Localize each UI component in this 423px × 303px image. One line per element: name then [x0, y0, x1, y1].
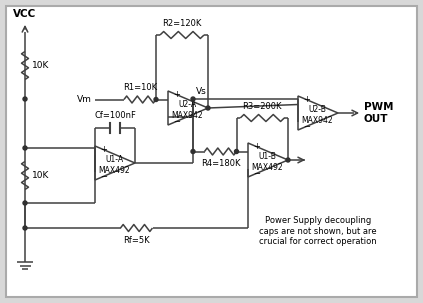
Text: 10K: 10K — [32, 61, 49, 70]
Text: R3=200K: R3=200K — [242, 102, 282, 111]
Circle shape — [191, 149, 195, 154]
Text: U1-B
MAX492: U1-B MAX492 — [251, 152, 283, 172]
Text: U2-B
MAX942: U2-B MAX942 — [301, 105, 333, 125]
Text: −: − — [173, 117, 180, 126]
Text: Rf=5K: Rf=5K — [123, 236, 150, 245]
Text: PWM
OUT: PWM OUT — [364, 102, 393, 124]
Circle shape — [206, 106, 210, 110]
Circle shape — [154, 98, 158, 102]
Circle shape — [23, 97, 27, 101]
Circle shape — [234, 149, 239, 154]
Text: U1-A
MAX492: U1-A MAX492 — [98, 155, 130, 175]
Text: −: − — [100, 172, 107, 181]
Text: 10K: 10K — [32, 171, 49, 180]
Text: +: + — [173, 90, 180, 99]
Circle shape — [23, 226, 27, 230]
Text: R2=120K: R2=120K — [162, 19, 202, 28]
Circle shape — [286, 158, 290, 162]
Text: Power Supply decoupling
caps are not shown, but are
crucial for correct operatio: Power Supply decoupling caps are not sho… — [259, 216, 377, 246]
Text: −: − — [303, 122, 310, 131]
Text: +: + — [253, 142, 260, 151]
Text: Vm: Vm — [77, 95, 92, 104]
Text: R4=180K: R4=180K — [201, 159, 240, 168]
Text: +: + — [100, 145, 107, 154]
Text: −: − — [253, 169, 260, 178]
Circle shape — [191, 97, 195, 101]
Text: Vs: Vs — [196, 87, 207, 96]
Text: Cf=100nF: Cf=100nF — [94, 111, 136, 120]
Text: +: + — [303, 95, 310, 104]
Text: VCC: VCC — [14, 9, 37, 19]
Text: R1=10K: R1=10K — [123, 84, 157, 92]
FancyBboxPatch shape — [6, 6, 417, 297]
Text: U2-A
MAX942: U2-A MAX942 — [171, 100, 203, 120]
Circle shape — [23, 201, 27, 205]
Circle shape — [23, 146, 27, 150]
